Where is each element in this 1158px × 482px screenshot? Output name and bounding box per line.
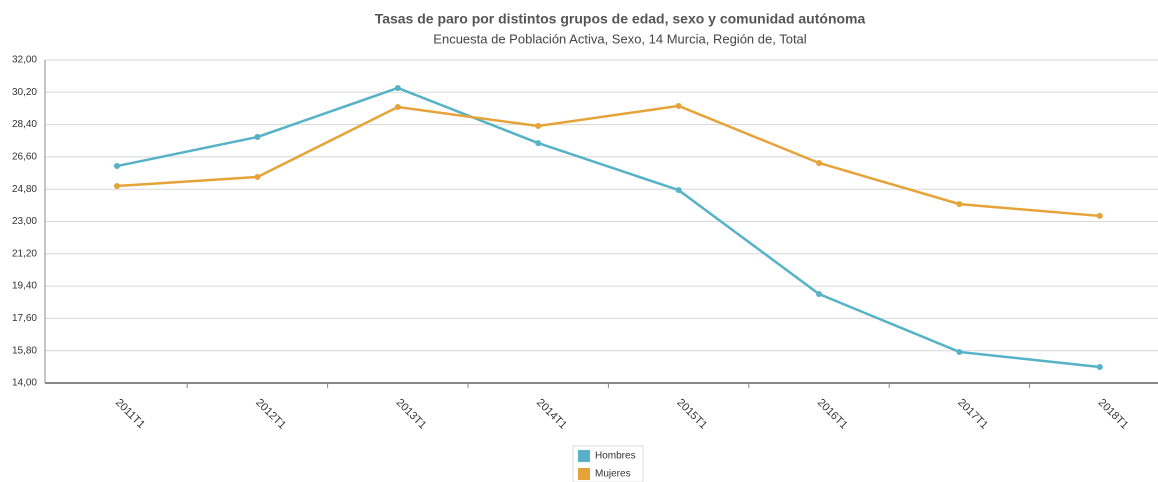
x-tick-label: 2011T1	[113, 397, 147, 431]
legend-swatch	[578, 468, 590, 480]
x-tick-label: 2017T1	[955, 397, 990, 432]
legend-box	[572, 445, 644, 482]
legend-label: Hombres	[595, 451, 636, 462]
series-line	[116, 86, 1100, 369]
y-tick-label: 30,20	[12, 87, 37, 98]
point	[675, 102, 682, 109]
y-tick-label: 21,20	[12, 248, 37, 259]
chart-title: Tasas de paro por distintos grupos de ed…	[375, 11, 866, 27]
point	[956, 201, 963, 208]
point	[254, 133, 261, 140]
chart-subtitle: Encuesta de Población Activa, Sexo, 14 M…	[433, 31, 806, 46]
point	[535, 140, 542, 147]
y-tick-label: 24,80	[12, 184, 37, 195]
y-tick-label: 26,60	[12, 152, 37, 163]
y-tick-label: 17,60	[12, 313, 37, 324]
x-tick-label: 2016T1	[815, 397, 850, 432]
point	[114, 182, 120, 189]
y-tick-label: 19,40	[12, 281, 37, 292]
y-tick-label: 14,00	[12, 378, 37, 389]
point	[114, 163, 120, 170]
point	[254, 173, 261, 180]
x-tick-label: 2012T1	[253, 397, 288, 432]
point	[816, 160, 822, 167]
series-line	[116, 104, 1100, 218]
point	[1096, 364, 1103, 371]
x-tick-label: 2014T1	[534, 397, 569, 432]
legend-swatch	[578, 450, 590, 462]
x-tick-label: 2018T1	[1096, 397, 1131, 432]
y-tick-label: 15,80	[12, 345, 37, 356]
point	[394, 104, 401, 111]
point	[956, 348, 963, 355]
legend-label: Mujeres	[595, 469, 631, 480]
y-tick-label: 28,40	[12, 119, 37, 130]
point	[535, 123, 542, 130]
y-tick-label: 32,00	[12, 55, 37, 66]
point	[675, 187, 682, 194]
point	[816, 290, 822, 297]
y-tick-label: 23,00	[12, 216, 37, 227]
x-tick-label: 2013T1	[394, 397, 429, 432]
point	[1096, 212, 1103, 219]
x-tick-label: 2015T1	[674, 397, 709, 432]
point	[394, 84, 401, 91]
